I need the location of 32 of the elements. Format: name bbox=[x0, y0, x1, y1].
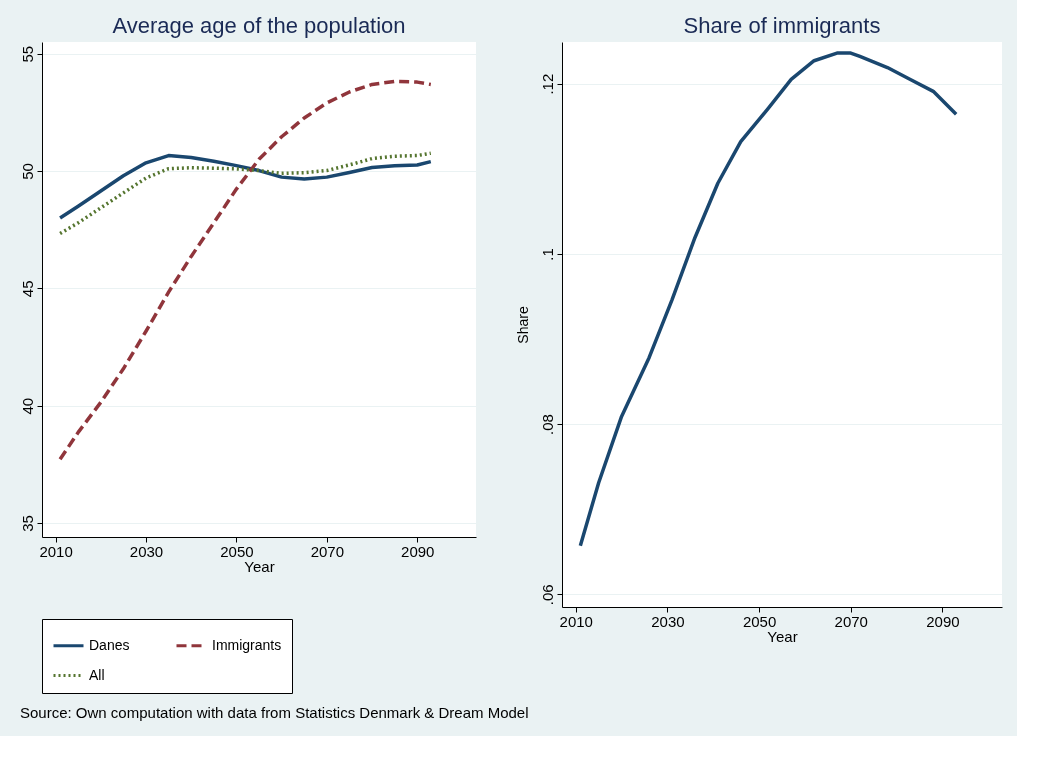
legend-label: Immigrants bbox=[212, 636, 282, 653]
line-series bbox=[58, 79, 433, 462]
x-tick-label: 2050 bbox=[742, 612, 777, 630]
x-tick-label: 2030 bbox=[651, 612, 685, 630]
y-tick-label: 45 bbox=[18, 280, 36, 298]
legend-label: All bbox=[89, 666, 105, 683]
x-tick-label: 2090 bbox=[401, 542, 435, 560]
y-axis-title: Share bbox=[514, 306, 531, 344]
line-series bbox=[578, 51, 958, 548]
x-axis-title: Year bbox=[767, 627, 798, 645]
x-tick-label: 2030 bbox=[129, 542, 164, 560]
chart-title: Share of immigrants bbox=[683, 13, 881, 38]
x-tick-label: 2090 bbox=[926, 612, 960, 630]
y-tick-label: 40 bbox=[18, 397, 36, 415]
x-tick-label: 2070 bbox=[834, 612, 868, 630]
x-axis-title: Year bbox=[244, 557, 275, 575]
x-tick-label: 2010 bbox=[559, 612, 593, 630]
line-series bbox=[58, 153, 433, 220]
legend-label: Danes bbox=[89, 636, 130, 653]
y-tick-label: 55 bbox=[18, 45, 36, 63]
y-tick-label: .12 bbox=[538, 73, 556, 95]
y-tick-label: .08 bbox=[538, 414, 556, 435]
line-series bbox=[58, 151, 433, 236]
y-tick-label: .1 bbox=[538, 248, 556, 261]
x-tick-label: 2050 bbox=[220, 542, 254, 560]
source-note: Source: Own computation with data from Statistics Denmark & Dream Model bbox=[20, 703, 529, 721]
chart-title: Average age of the population bbox=[112, 13, 406, 38]
y-tick-label: .06 bbox=[538, 584, 556, 606]
y-tick-label: 50 bbox=[18, 163, 36, 180]
x-tick-label: 2010 bbox=[39, 542, 73, 560]
x-tick-label: 2070 bbox=[310, 542, 344, 560]
y-tick-label: 35 bbox=[18, 515, 36, 532]
